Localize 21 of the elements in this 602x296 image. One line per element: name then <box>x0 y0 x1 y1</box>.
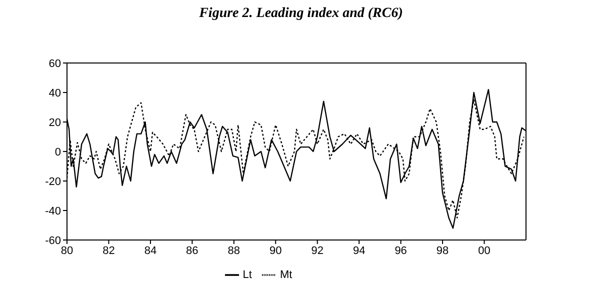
y-tick-label: -60 <box>45 234 61 247</box>
x-tick-label: 98 <box>436 244 449 257</box>
x-tick-label: 86 <box>186 244 198 257</box>
y-tick-label: 20 <box>48 116 61 129</box>
x-tick-label: 88 <box>228 244 240 257</box>
x-tick-label: 80 <box>60 244 74 257</box>
y-tick-label: 40 <box>48 87 61 100</box>
chart-title: Figure 2. Leading index and (RC6) <box>198 6 404 22</box>
x-tick-label: 90 <box>270 244 282 257</box>
y-tick-label: 60 <box>48 58 61 70</box>
y-tick-label: -20 <box>45 176 61 188</box>
x-tick-label: 96 <box>394 244 407 257</box>
x-tick-label: 94 <box>352 244 366 257</box>
y-tick-label: -40 <box>45 205 61 218</box>
x-tick-label: 82 <box>102 244 115 257</box>
legend-label: Lt <box>242 268 252 281</box>
x-tick-label: 92 <box>311 244 324 257</box>
x-tick-label: 00 <box>478 244 490 257</box>
y-tick-label: 0 <box>54 146 61 158</box>
legend-label: Mt <box>280 268 292 281</box>
x-tick-label: 84 <box>144 244 157 257</box>
